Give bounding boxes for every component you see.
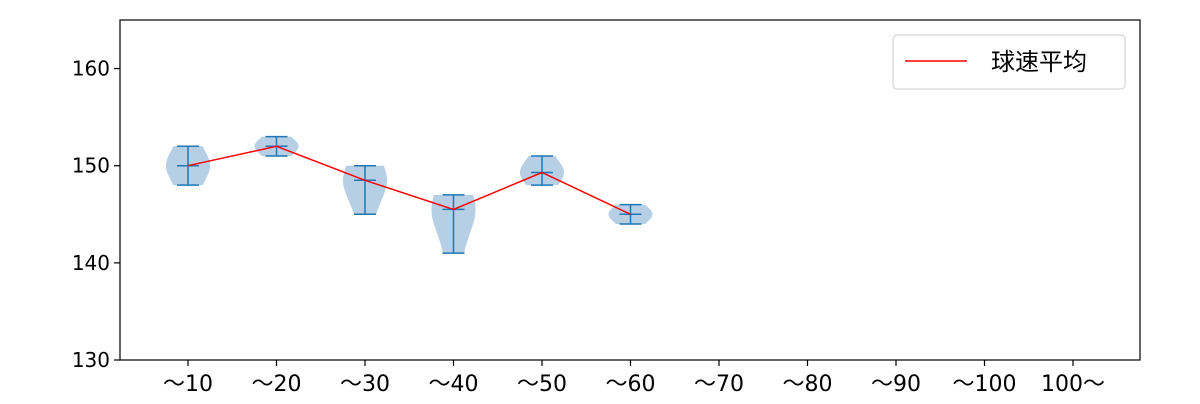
x-tick-label: ～10 — [163, 372, 213, 397]
y-axis: 130 140 150 160 — [72, 57, 120, 372]
x-tick-label: ～50 — [517, 372, 567, 397]
x-tick-label: ～40 — [429, 372, 479, 397]
x-tick-label: ～20 — [252, 372, 302, 397]
legend-label: 球速平均 — [991, 48, 1087, 76]
x-tick-label: ～60 — [606, 372, 656, 397]
x-axis: ～10 ～20 ～30 ～40 ～50 ～60 ～70 ～80 ～90 ～100 100～ — [163, 360, 1105, 397]
x-tick-label: ～30 — [340, 372, 390, 397]
x-tick-label: ～100 — [953, 372, 1017, 397]
x-tick-label: 100～ — [1041, 372, 1105, 397]
legend: 球速平均 — [892, 34, 1126, 90]
y-tick-label: 150 — [72, 154, 110, 178]
x-tick-label: ～70 — [694, 372, 744, 397]
x-tick-label: ～90 — [871, 372, 921, 397]
y-tick-label: 160 — [72, 57, 110, 81]
legend-box — [892, 34, 1126, 90]
x-tick-label: ～80 — [783, 372, 833, 397]
y-tick-label: 130 — [72, 348, 110, 372]
mean-line-layer — [187, 145, 631, 215]
mean-speed-line — [187, 145, 631, 215]
y-tick-label: 140 — [72, 251, 110, 275]
